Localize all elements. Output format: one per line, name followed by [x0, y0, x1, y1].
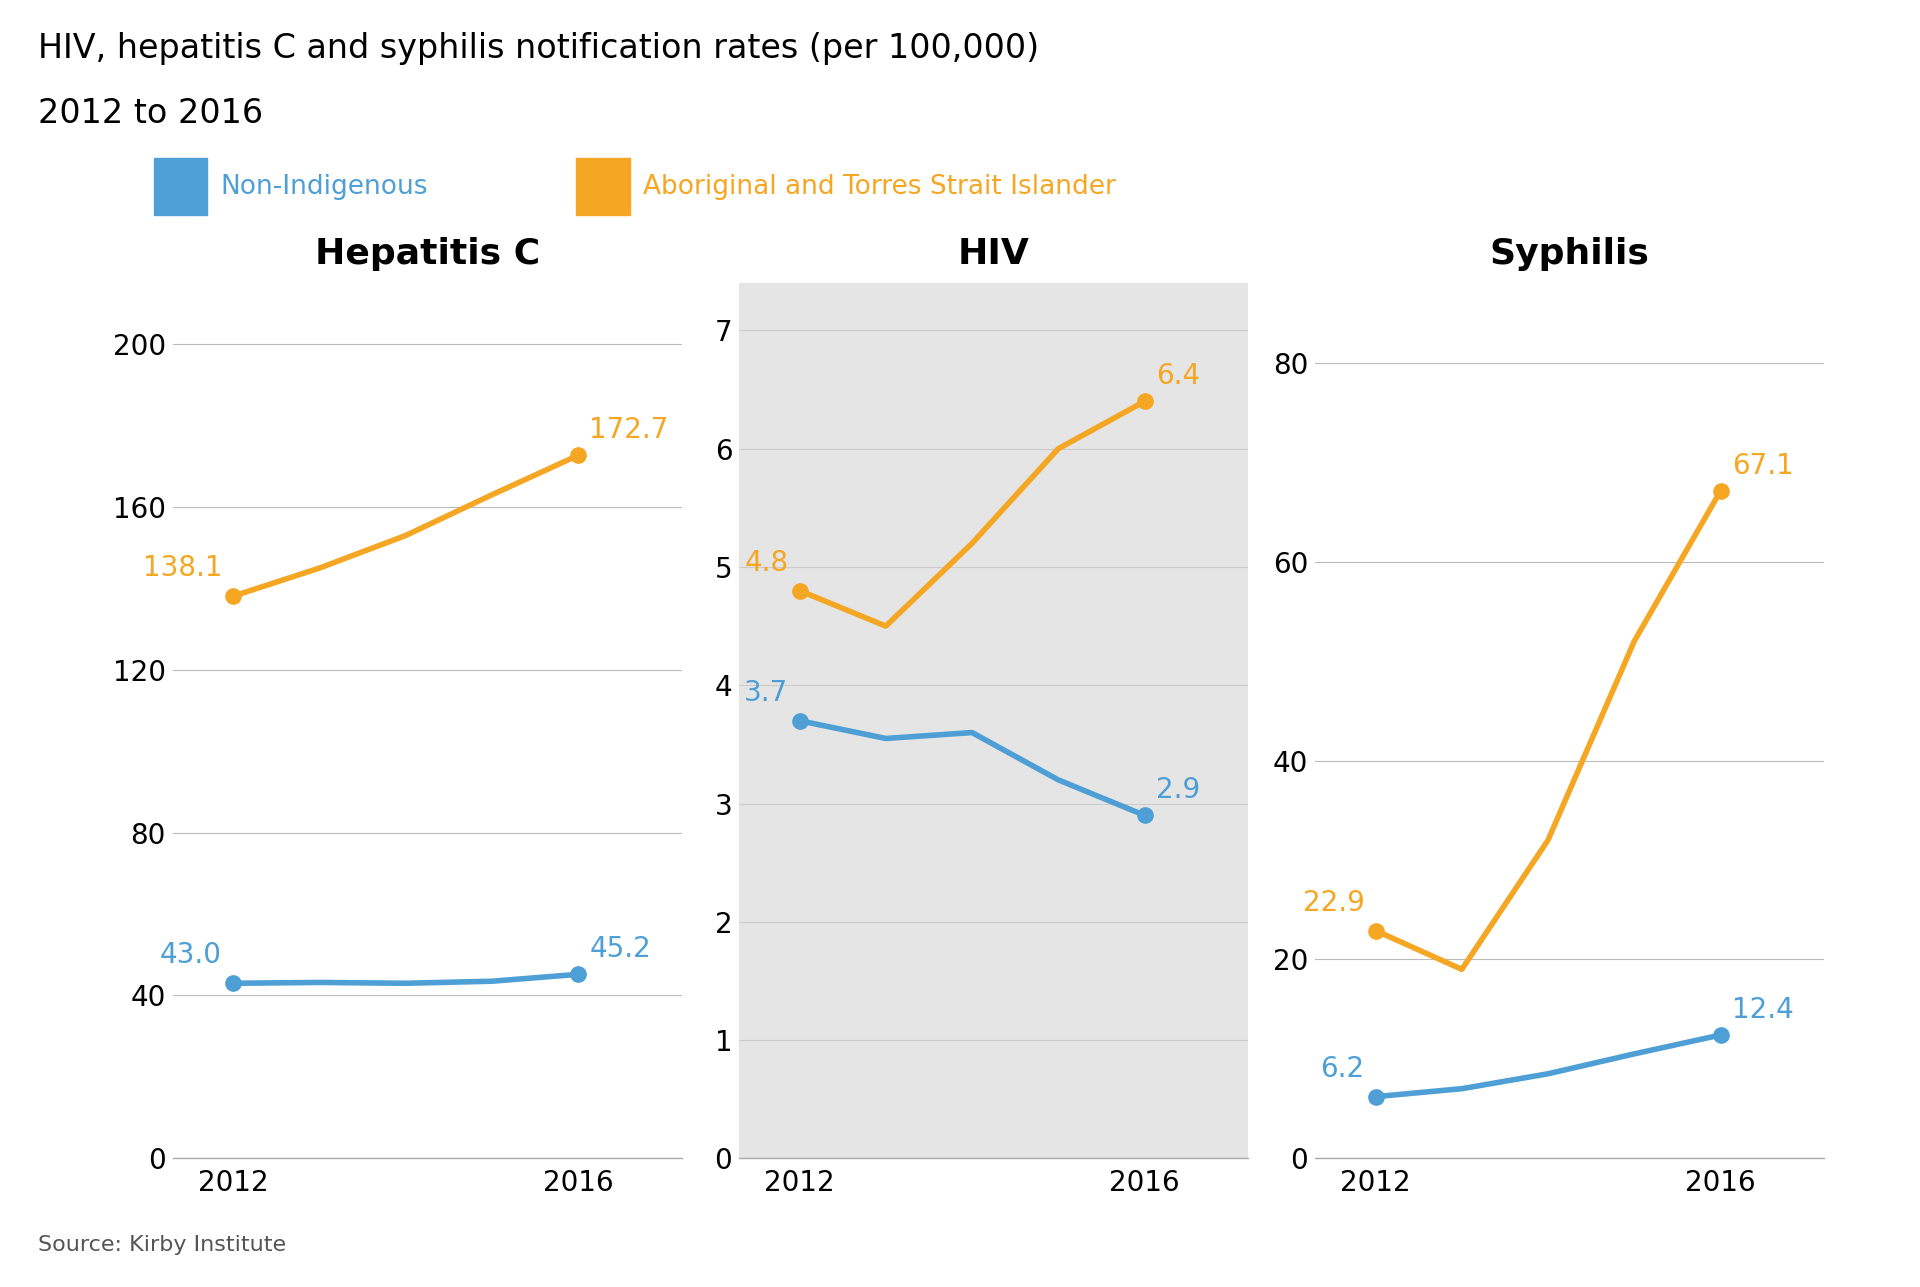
Text: 43.0: 43.0 — [159, 941, 223, 969]
Text: HIV, hepatitis C and syphilis notification rates (per 100,000): HIV, hepatitis C and syphilis notificati… — [38, 32, 1039, 66]
Title: Hepatitis C: Hepatitis C — [315, 237, 540, 270]
Title: HIV: HIV — [958, 237, 1029, 270]
Title: Syphilis: Syphilis — [1490, 237, 1649, 270]
Text: 172.7: 172.7 — [589, 416, 668, 444]
Text: 22.9: 22.9 — [1302, 888, 1365, 916]
Text: 6.2: 6.2 — [1321, 1055, 1365, 1082]
Text: Source: Kirby Institute: Source: Kirby Institute — [38, 1234, 286, 1255]
Text: 4.8: 4.8 — [745, 548, 789, 577]
Text: 6.4: 6.4 — [1156, 363, 1200, 390]
Text: Non-Indigenous: Non-Indigenous — [221, 174, 428, 199]
Text: 138.1: 138.1 — [142, 555, 223, 582]
Text: 67.1: 67.1 — [1732, 452, 1793, 480]
Text: 2.9: 2.9 — [1156, 776, 1200, 804]
Text: Aboriginal and Torres Strait Islander: Aboriginal and Torres Strait Islander — [643, 174, 1116, 199]
Text: 12.4: 12.4 — [1732, 996, 1793, 1024]
Text: 3.7: 3.7 — [745, 678, 789, 707]
Text: 2012 to 2016: 2012 to 2016 — [38, 97, 263, 130]
Text: 45.2: 45.2 — [589, 936, 651, 963]
